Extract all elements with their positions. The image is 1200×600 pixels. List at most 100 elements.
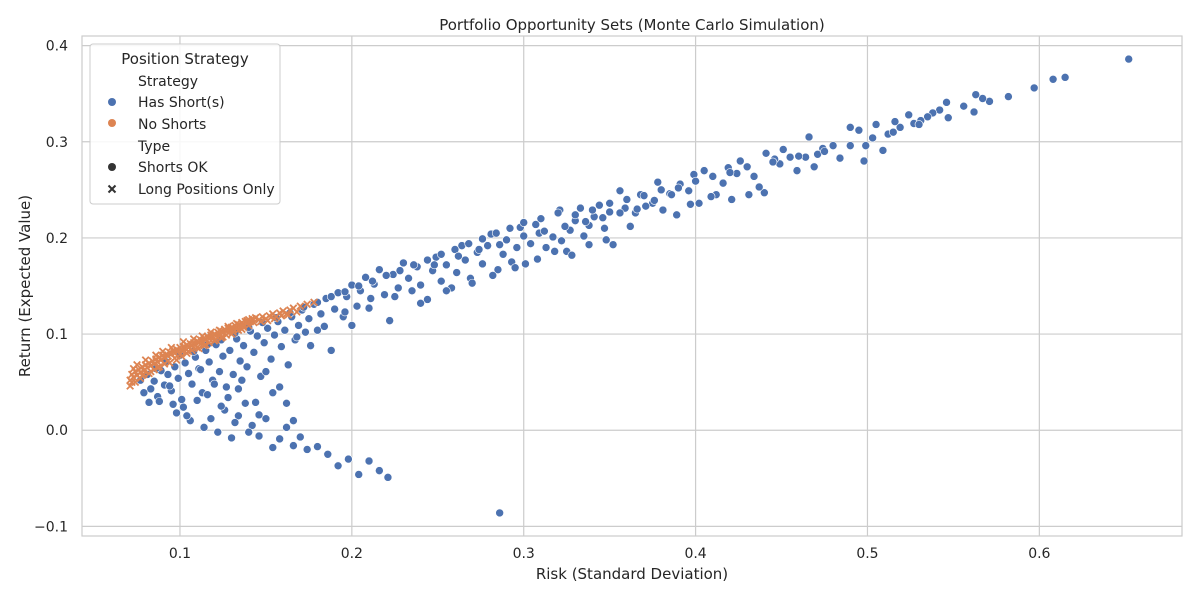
data-point — [1029, 83, 1039, 93]
legend-title: Position Strategy — [121, 50, 249, 68]
data-point — [173, 374, 183, 383]
data-point — [228, 370, 238, 379]
data-point — [601, 235, 611, 245]
data-point — [172, 408, 181, 418]
data-point — [333, 461, 343, 471]
data-point — [263, 316, 272, 325]
data-point — [493, 265, 503, 274]
data-point — [828, 141, 838, 150]
x-tick-label: 0.1 — [169, 546, 191, 562]
data-point — [595, 200, 604, 210]
data-point — [407, 286, 417, 296]
data-point — [625, 222, 635, 231]
data-point — [488, 271, 498, 280]
data-point — [364, 303, 374, 313]
data-point — [230, 418, 240, 427]
data-point — [213, 427, 223, 437]
data-point — [548, 232, 558, 242]
data-point — [210, 379, 219, 389]
data-point — [904, 110, 914, 120]
data-point — [969, 107, 979, 117]
data-point — [641, 201, 651, 211]
data-point — [495, 240, 504, 249]
data-point — [263, 324, 272, 333]
data-point — [553, 208, 563, 218]
data-point — [133, 360, 141, 369]
data-point — [498, 249, 508, 259]
data-point — [483, 241, 492, 250]
data-point — [605, 207, 614, 217]
data-point — [354, 281, 364, 291]
data-point — [313, 442, 322, 451]
data-point — [126, 382, 135, 390]
data-point — [861, 141, 871, 150]
data-point — [218, 351, 228, 361]
data-point — [310, 298, 318, 307]
data-point — [845, 141, 855, 150]
data-point — [158, 347, 167, 356]
data-point — [240, 399, 250, 408]
data-point — [744, 190, 754, 199]
data-point — [225, 346, 235, 355]
data-point — [270, 330, 279, 340]
data-point — [177, 352, 186, 361]
data-point — [550, 247, 559, 256]
data-point — [253, 331, 262, 341]
data-point — [474, 245, 484, 254]
data-point — [581, 217, 590, 226]
data-point — [615, 208, 625, 218]
data-point — [978, 94, 987, 103]
data-point — [313, 325, 322, 335]
data-point — [667, 190, 676, 199]
data-point — [234, 384, 243, 394]
data-point — [1004, 92, 1013, 101]
plot-frame — [81, 35, 1183, 537]
data-point — [622, 195, 632, 204]
data-point — [672, 210, 681, 220]
data-point — [519, 231, 529, 241]
data-point — [845, 123, 855, 132]
data-point — [383, 473, 393, 482]
data-point — [215, 367, 224, 376]
data-point — [653, 177, 663, 187]
legend-marker-has-shorts — [108, 98, 116, 106]
legend-label-has-shorts: Has Short(s) — [138, 95, 225, 111]
data-point — [180, 358, 190, 368]
data-point — [182, 411, 192, 421]
data-point — [519, 218, 529, 227]
data-point — [200, 341, 208, 350]
data-point — [361, 273, 370, 282]
data-point — [536, 214, 546, 223]
data-point — [598, 213, 608, 223]
data-point — [691, 176, 700, 186]
data-point — [131, 378, 140, 387]
data-point — [247, 421, 257, 430]
data-point — [261, 414, 271, 423]
data-point — [570, 210, 580, 220]
x-tick-label: 0.5 — [856, 546, 878, 562]
data-point — [296, 302, 305, 311]
data-point — [167, 343, 176, 352]
data-point — [526, 239, 535, 248]
data-point — [301, 327, 310, 337]
data-point — [229, 328, 238, 337]
data-point — [632, 204, 642, 214]
data-point — [259, 338, 269, 348]
data-point — [149, 376, 159, 386]
data-point — [512, 243, 522, 252]
series-no-shorts — [126, 298, 318, 390]
data-point — [375, 466, 384, 475]
data-point — [177, 395, 186, 404]
data-point — [393, 283, 403, 293]
data-point — [436, 276, 446, 286]
data-point — [650, 196, 659, 205]
data-point — [600, 224, 609, 233]
data-point — [215, 326, 224, 335]
data-point — [557, 236, 566, 246]
data-point — [381, 271, 391, 280]
data-point — [251, 398, 260, 407]
data-point — [404, 274, 413, 283]
data-point — [249, 318, 258, 327]
data-point — [216, 401, 226, 411]
data-point — [725, 168, 735, 177]
